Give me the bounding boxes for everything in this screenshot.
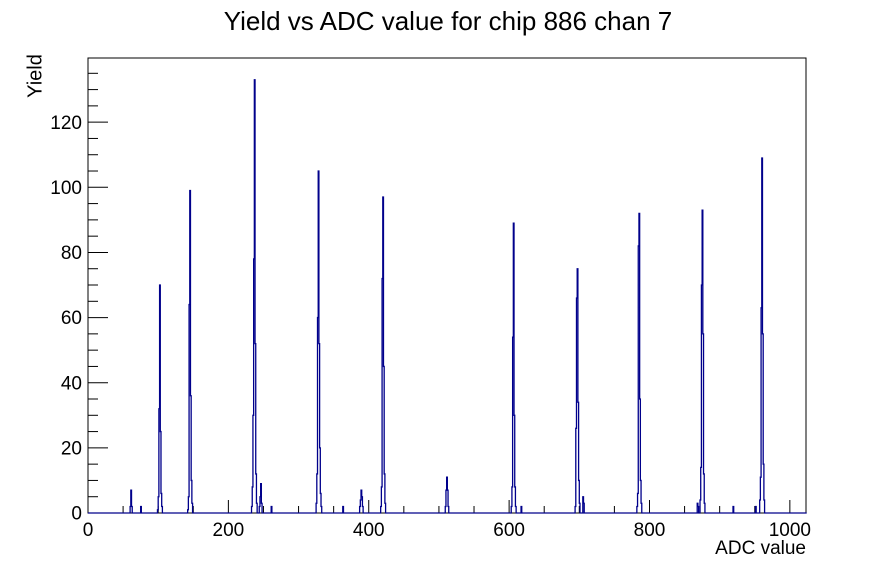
y-tick-label: 40 [61, 373, 82, 394]
x-tick-label: 0 [83, 520, 94, 541]
plot-frame [87, 57, 807, 514]
x-tick-label: 400 [353, 520, 385, 541]
y-tick-label: 20 [61, 439, 82, 460]
x-tick-label: 200 [213, 520, 245, 541]
x-tick-label: 600 [493, 520, 525, 541]
x-tick-label: 1000 [769, 520, 811, 541]
y-tick-label: 0 [71, 504, 82, 525]
x-tick-label: 800 [634, 520, 666, 541]
y-tick-label: 80 [61, 243, 82, 264]
chart-title: Yield vs ADC value for chip 886 chan 7 [223, 6, 673, 36]
y-tick-label: 120 [50, 113, 82, 134]
x-axis-title: ADC value [715, 538, 806, 559]
y-tick-label: 60 [61, 308, 82, 329]
histogram-line [88, 79, 807, 514]
y-tick-label: 100 [50, 178, 82, 199]
